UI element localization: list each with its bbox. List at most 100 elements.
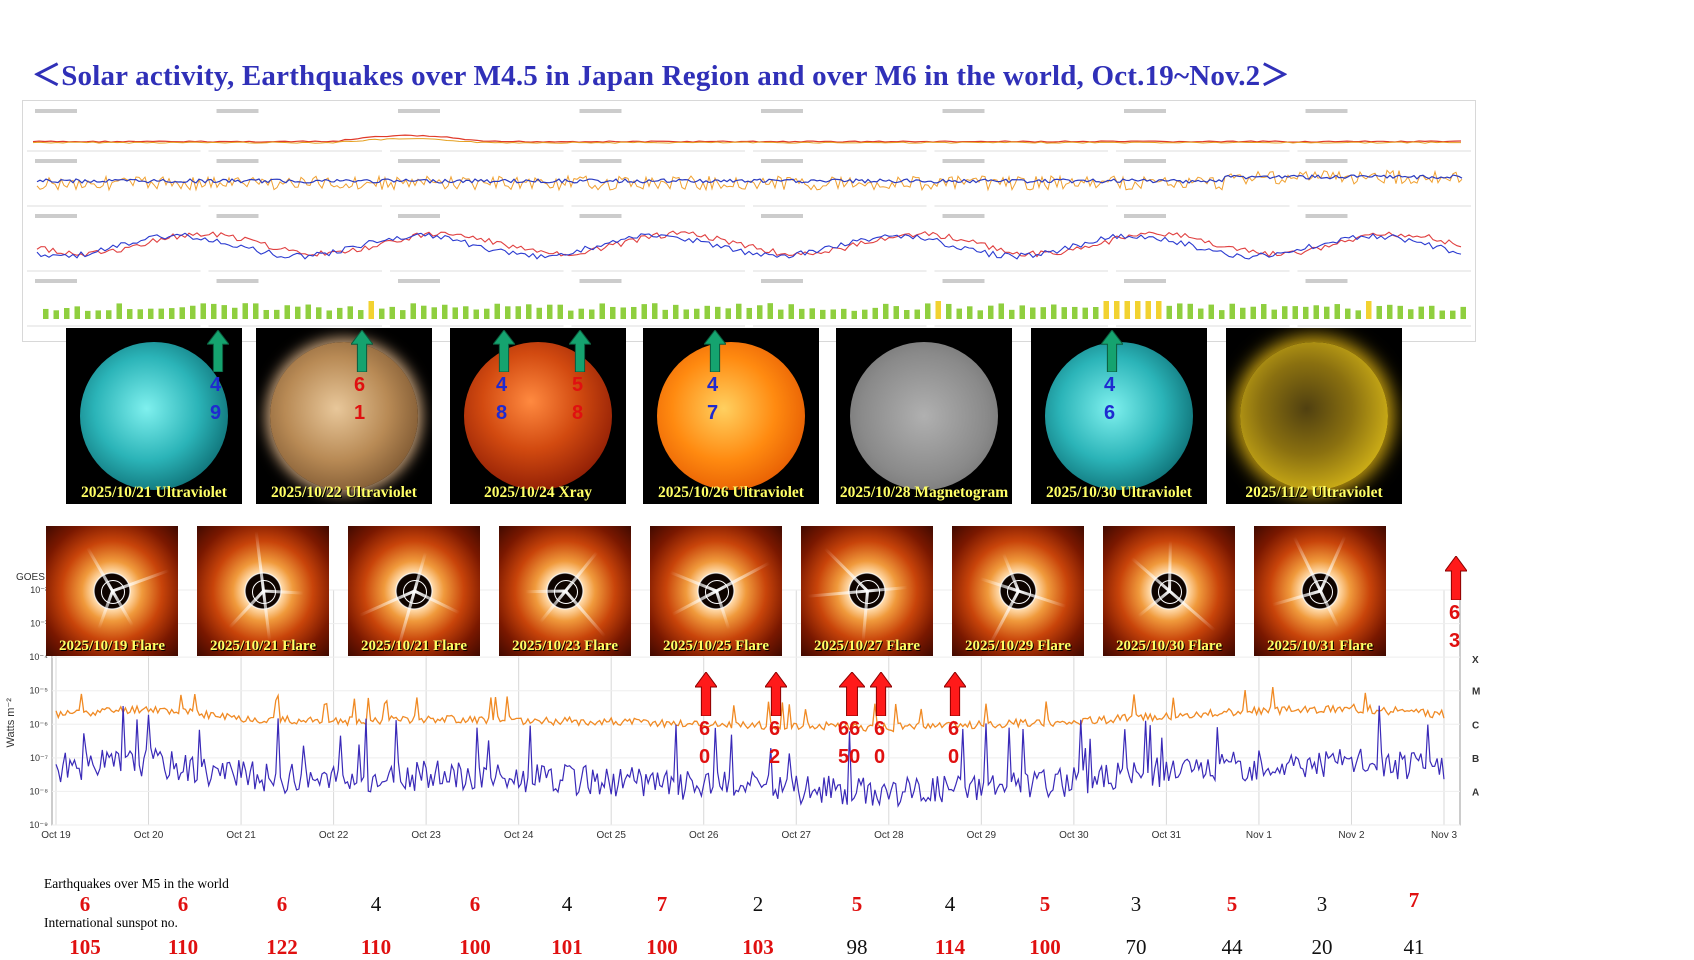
- flare-image-caption: 2025/10/30 Flare: [1116, 638, 1222, 654]
- y-tick-label: 10⁻⁵: [30, 686, 49, 696]
- kp-bar: [274, 309, 280, 319]
- kp-bar: [1124, 301, 1130, 319]
- sun-image-caption: 2025/11/2 Ultraviolet: [1245, 484, 1383, 501]
- red-arrow-icon: [1444, 555, 1468, 601]
- flare-class-label: B: [1472, 754, 1479, 765]
- kp-bar: [494, 303, 500, 319]
- kp-bar: [694, 308, 700, 319]
- red-arrow: [943, 671, 967, 721]
- kp-bar: [1103, 301, 1109, 319]
- kp-bar: [1040, 307, 1046, 319]
- sun-image-caption: 2025/10/24 Xray: [483, 484, 593, 501]
- kp-bar: [998, 303, 1004, 319]
- kp-bar: [1156, 301, 1162, 319]
- arrow-digit: 7: [707, 402, 719, 424]
- kp-bar: [1061, 307, 1067, 319]
- sunspot-count: 44: [1221, 935, 1243, 959]
- green-arrow-icon: [1099, 329, 1125, 373]
- y-tick-label: 10⁻⁹: [29, 820, 48, 830]
- kp-bar: [95, 310, 101, 319]
- green-arrow-icon: [205, 329, 231, 373]
- y-tick-label: 10⁻⁷: [30, 753, 48, 763]
- sun-disk: [80, 342, 228, 490]
- kp-bar: [1397, 305, 1403, 319]
- earthquake-count: 5: [1226, 892, 1238, 916]
- earthquake-count: 3: [1316, 892, 1328, 916]
- sunspot-count: 110: [167, 935, 199, 959]
- flare-class-label: A: [1472, 787, 1479, 798]
- earthquake-count: 7: [1408, 888, 1420, 912]
- occulter-ring: [101, 580, 125, 604]
- arrow-digit: 8: [572, 402, 584, 424]
- arrow-digit: 3: [1449, 630, 1461, 652]
- green-arrow: [702, 329, 728, 377]
- kp-bar: [1292, 306, 1298, 319]
- kp-bar: [883, 303, 889, 319]
- earthquake-count: 3: [1130, 892, 1142, 916]
- kp-bar: [242, 303, 248, 319]
- red-arrow-icon: [943, 671, 967, 717]
- flare-image-caption: 2025/10/29 Flare: [965, 638, 1071, 654]
- kp-bar: [1082, 307, 1088, 319]
- y-axis-label: Watts m⁻²: [5, 698, 17, 748]
- kp-bar: [893, 306, 899, 319]
- sun-disk: [270, 342, 418, 490]
- kp-bar: [778, 309, 784, 319]
- arrow-digit: 4: [496, 374, 508, 396]
- earthquake-count: 5: [1039, 892, 1051, 916]
- green-arrow-icon: [349, 329, 375, 373]
- flare-image: 2025/10/29 Flare: [952, 526, 1084, 656]
- green-arrow-icon: [491, 329, 517, 373]
- flare-image: 2025/10/30 Flare: [1103, 526, 1235, 656]
- earthquake-count: 4: [370, 892, 382, 916]
- kp-bar: [515, 306, 521, 319]
- kp-bar: [200, 303, 206, 319]
- kp-bar: [631, 306, 637, 319]
- kp-bar: [1418, 306, 1424, 319]
- date-tick: Oct 22: [319, 830, 349, 840]
- kp-bar: [85, 310, 91, 319]
- kp-bar: [1051, 304, 1057, 319]
- date-tick: Oct 28: [874, 830, 904, 840]
- flare-image: 2025/10/27 Flare: [801, 526, 933, 656]
- kp-bar: [589, 309, 595, 319]
- earthquake-count: 6: [177, 892, 189, 916]
- kp-bar: [400, 310, 406, 319]
- y-tick-label: 10⁻⁸: [29, 786, 48, 796]
- date-tick: Oct 20: [134, 830, 164, 840]
- y-tick-label: 10⁻⁶: [30, 719, 49, 729]
- occulter-ring: [705, 580, 729, 604]
- arrow-digit: 6: [699, 718, 711, 740]
- kp-bar: [757, 305, 763, 319]
- sun-image: 2025/10/21 Ultraviolet: [66, 328, 242, 504]
- kp-bar: [977, 310, 983, 319]
- kp-bar: [557, 304, 563, 319]
- occulter-ring: [1158, 580, 1182, 604]
- kp-bar: [1219, 310, 1225, 319]
- kp-bar: [53, 310, 59, 319]
- date-tick: Oct 23: [411, 830, 441, 840]
- red-arrow-icon: [764, 671, 788, 717]
- kp-bar: [851, 310, 857, 319]
- flare-image: 2025/10/19 Flare: [46, 526, 178, 656]
- kp-bar: [967, 306, 973, 319]
- red-arrow-icon: [694, 671, 718, 717]
- arrow-digit: 50: [838, 746, 861, 768]
- kp-bar: [799, 308, 805, 319]
- kp-bar: [736, 303, 742, 319]
- arrow-digit: 6: [1104, 402, 1116, 424]
- kp-bar: [683, 309, 689, 319]
- sunspot-label: International sunspot no.: [44, 915, 178, 930]
- kp-bar: [379, 308, 385, 319]
- date-tick: Oct 27: [782, 830, 812, 840]
- kp-bar: [935, 301, 941, 319]
- kp-bar: [1145, 301, 1151, 319]
- green-arrow: [1099, 329, 1125, 377]
- kp-bar: [1240, 307, 1246, 319]
- kp-bar: [841, 308, 847, 319]
- kp-bar: [179, 307, 185, 319]
- date-tick: Oct 24: [504, 830, 534, 840]
- arrow-digit: 9: [210, 402, 222, 424]
- y-tick-label: 10⁻⁴: [29, 652, 48, 662]
- flare-image: 2025/10/31 Flare: [1254, 526, 1386, 656]
